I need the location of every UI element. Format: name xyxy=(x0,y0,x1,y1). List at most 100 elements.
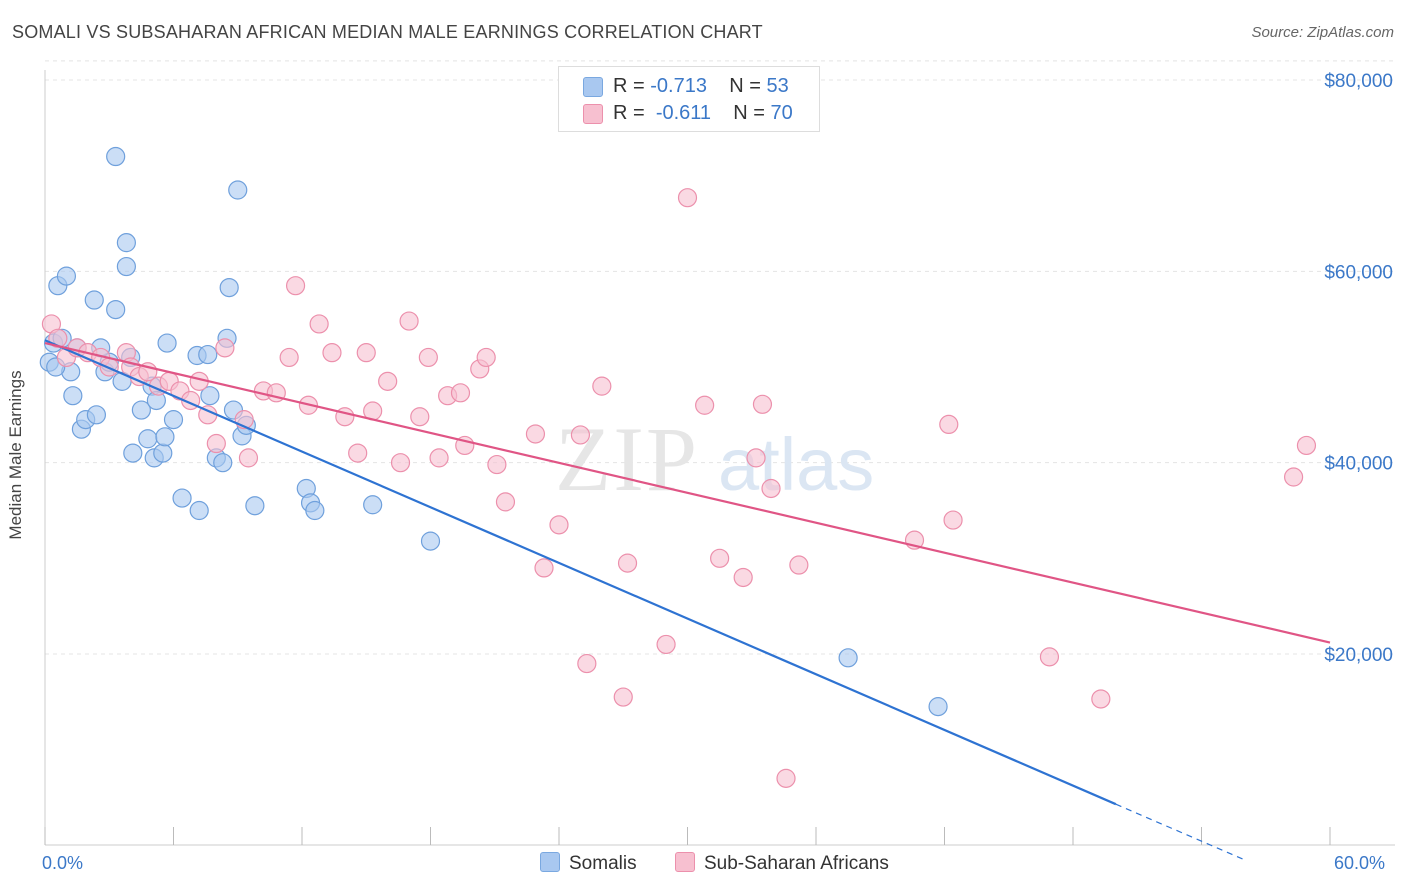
legend-item-subsaharan[interactable]: Sub-Saharan Africans xyxy=(675,852,889,875)
subsaharan-point xyxy=(450,383,471,403)
r-value-somalis: -0.713 xyxy=(650,75,707,97)
r-label: R = xyxy=(613,75,645,97)
somalis-point xyxy=(86,405,107,425)
somalis-point xyxy=(189,500,209,521)
subsaharan-point xyxy=(285,276,306,296)
somalis-point xyxy=(131,400,151,420)
subsaharan-point xyxy=(390,453,411,473)
n-label: N = xyxy=(729,75,761,97)
source-label: Source: ZipAtlas.com xyxy=(1251,24,1394,41)
somalis-point xyxy=(305,500,325,521)
somalis-point xyxy=(420,531,441,551)
somalis-point xyxy=(106,146,126,167)
subsaharan-point xyxy=(1091,689,1111,709)
somalis-trend-extension xyxy=(1115,803,1245,861)
subsaharan-point xyxy=(746,448,766,468)
subsaharan-point xyxy=(752,394,773,414)
subsaharan-point xyxy=(476,347,496,368)
somalis-point xyxy=(157,333,177,353)
somalis-point xyxy=(153,443,173,463)
subsaharan-point xyxy=(592,376,612,396)
legend-label-somalis: Somalis xyxy=(569,853,637,874)
somalis-point xyxy=(198,344,218,365)
subsaharan-point xyxy=(1039,647,1060,667)
somalis-point xyxy=(172,488,192,508)
subsaharan-point xyxy=(322,343,342,363)
subsaharan-legend-swatch xyxy=(675,852,695,872)
subsaharan-point xyxy=(617,553,638,573)
somalis-point xyxy=(245,496,265,516)
series-legend: Somalis Sub-Saharan Africans xyxy=(0,852,1406,878)
n-value-subsaharan: 70 xyxy=(770,102,793,124)
somalis-point xyxy=(219,277,239,298)
subsaharan-point xyxy=(495,492,516,512)
y-tick-label: $20,000 xyxy=(1324,645,1393,666)
somalis-point xyxy=(106,300,126,320)
subsaharan-trend-line xyxy=(44,342,1331,644)
somalis-point xyxy=(155,427,175,447)
subsaharan-point xyxy=(418,347,438,368)
somalis-point xyxy=(228,180,248,200)
chart-title: SOMALI VS SUBSAHARAN AFRICAN MEDIAN MALE… xyxy=(12,22,763,42)
subsaharan-point xyxy=(695,395,715,415)
somalis-point xyxy=(200,386,220,406)
somalis-point xyxy=(363,495,383,515)
subsaharan-point xyxy=(710,548,730,568)
subsaharan-point xyxy=(378,371,398,391)
stats-legend-row-subsaharan: R = -0.611 N = 70 xyxy=(583,102,793,130)
somalis-point xyxy=(213,453,233,473)
subsaharan-point xyxy=(656,634,676,655)
subsaharan-point xyxy=(525,424,546,444)
watermark-atlas: atlas xyxy=(718,423,874,506)
y-tick-label: $40,000 xyxy=(1324,454,1393,475)
somalis-swatch xyxy=(583,76,603,97)
subsaharan-point xyxy=(279,347,299,368)
subsaharan-point xyxy=(206,433,226,454)
subsaharan-point xyxy=(309,314,329,334)
somalis-point xyxy=(63,386,83,406)
legend-label-subsaharan: Sub-Saharan Africans xyxy=(704,853,889,874)
subsaharan-point xyxy=(549,515,569,535)
subsaharan-point xyxy=(410,407,430,427)
subsaharan-point xyxy=(733,567,753,588)
y-tick-label: $60,000 xyxy=(1324,262,1393,283)
subsaharan-point xyxy=(577,653,597,674)
subsaharan-point xyxy=(1296,435,1317,456)
somalis-point xyxy=(138,429,158,449)
subsaharan-point xyxy=(613,687,633,707)
n-value-somalis: 53 xyxy=(766,75,789,97)
subsaharan-point xyxy=(677,188,698,208)
subsaharan-point xyxy=(761,478,781,499)
somalis-legend-swatch xyxy=(540,852,560,872)
somalis-point xyxy=(163,410,184,430)
somalis-point xyxy=(116,256,136,277)
somalis-point xyxy=(838,648,858,668)
subsaharan-point xyxy=(429,448,449,468)
subsaharan-point xyxy=(487,454,507,475)
subsaharan-point xyxy=(943,510,963,530)
somalis-point xyxy=(116,233,136,253)
stats-legend-row-somalis: R = -0.713 N = 53 xyxy=(583,75,789,103)
somalis-point xyxy=(56,266,77,286)
somalis-point xyxy=(928,697,948,717)
subsaharan-point xyxy=(776,768,796,788)
subsaharan-point xyxy=(399,311,419,331)
subsaharan-point xyxy=(789,555,809,575)
subsaharan-point xyxy=(939,414,959,434)
subsaharan-swatch xyxy=(583,103,603,124)
watermark-zip: ZIP xyxy=(555,408,699,510)
r-label: R = xyxy=(613,102,645,124)
somalis-point xyxy=(84,290,104,310)
x-tick-label-min: 0.0% xyxy=(42,853,84,873)
subsaharan-point xyxy=(215,338,235,358)
n-label: N = xyxy=(733,102,765,124)
subsaharan-point xyxy=(356,343,376,363)
subsaharan-point xyxy=(238,448,259,468)
subsaharan-point xyxy=(570,425,591,445)
subsaharan-point xyxy=(348,443,368,463)
subsaharan-point xyxy=(534,558,554,578)
legend-item-somalis[interactable]: Somalis xyxy=(540,852,637,875)
subsaharan-point xyxy=(1283,467,1304,487)
stats-legend: R = -0.713 N = 53 R = -0.611 N = 70 xyxy=(558,66,820,132)
